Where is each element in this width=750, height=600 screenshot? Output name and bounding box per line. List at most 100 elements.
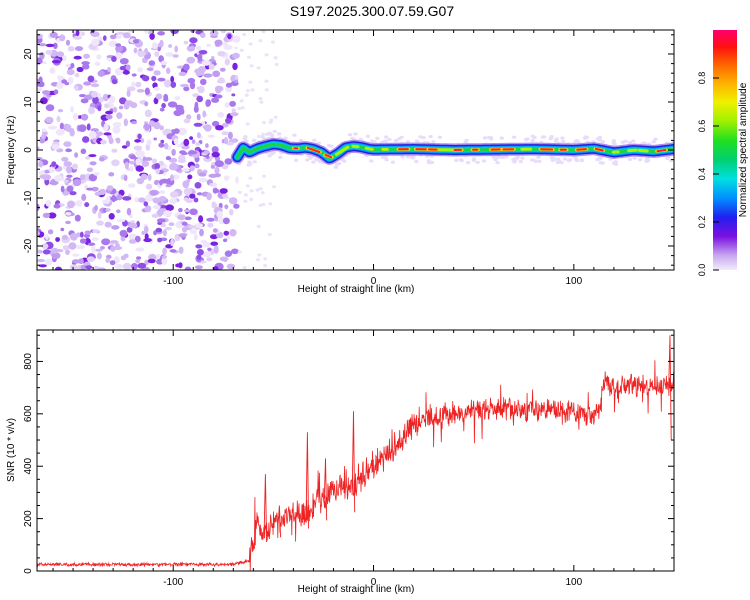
noise-blob <box>258 96 263 101</box>
noise-blob <box>42 249 51 255</box>
noise-blob <box>159 179 163 186</box>
noise-blob <box>38 43 47 47</box>
noise-blob <box>194 163 200 169</box>
noise-blob <box>129 220 136 224</box>
track-halo <box>437 135 443 139</box>
noise-blob <box>137 50 146 57</box>
track-halo <box>414 139 420 143</box>
track-halo <box>600 140 606 144</box>
colorbar-gradient <box>713 30 737 270</box>
track-halo <box>512 135 517 139</box>
noise-blob <box>189 37 198 44</box>
noise-blob <box>106 254 112 259</box>
noise-blob <box>122 262 132 270</box>
noise-blob <box>55 128 65 136</box>
noise-blob <box>206 43 212 47</box>
noise-blob <box>41 134 46 140</box>
noise-blob <box>261 30 266 34</box>
noise-blob <box>73 55 82 60</box>
noise-blob <box>144 225 149 234</box>
noise-blob <box>97 267 106 270</box>
noise-blob <box>103 35 107 41</box>
track-halo <box>298 138 304 143</box>
noise-blob <box>186 56 196 64</box>
noise-blob <box>146 139 152 146</box>
noise-blob <box>126 102 133 107</box>
noise-blob <box>219 256 229 262</box>
noise-blob <box>189 81 196 90</box>
noise-blob <box>237 250 242 254</box>
track-halo <box>353 132 358 136</box>
snr-spike <box>305 432 310 529</box>
track-halo <box>642 141 647 145</box>
noise-blob <box>137 67 143 73</box>
noise-blob <box>244 93 249 97</box>
noise-blob <box>99 188 106 196</box>
noise-blob <box>218 217 225 225</box>
noise-blob <box>237 106 242 111</box>
noise-blob <box>145 194 154 202</box>
noise-blob <box>135 247 145 252</box>
noise-blob <box>42 174 52 181</box>
noise-blob <box>135 158 141 166</box>
noise-blob <box>132 39 140 44</box>
noise-blob <box>53 89 59 95</box>
noise-blob <box>186 114 192 120</box>
noise-blob <box>224 158 233 165</box>
noise-blob <box>96 220 104 226</box>
noise-blob <box>135 165 144 172</box>
noise-blob <box>76 200 83 207</box>
noise-blob <box>166 67 171 75</box>
noise-blob <box>100 139 107 145</box>
noise-blob <box>100 246 105 250</box>
noise-blob <box>116 219 126 223</box>
noise-blob <box>91 237 99 241</box>
noise-blob <box>51 60 61 64</box>
track-halo <box>414 159 419 164</box>
track-halo <box>272 129 277 133</box>
noise-blob <box>224 102 230 108</box>
noise-blob <box>172 54 179 58</box>
noise-blob <box>79 174 86 181</box>
noise-blob <box>195 142 201 146</box>
noise-blob <box>135 150 144 157</box>
noise-blob <box>225 235 231 240</box>
noise-blob <box>184 216 192 221</box>
noise-blob <box>214 160 224 168</box>
noise-blob <box>89 161 97 166</box>
noise-blob <box>49 67 56 74</box>
noise-blob <box>49 31 58 38</box>
noise-blob <box>183 138 190 147</box>
y-tick-label: 20 <box>23 48 34 60</box>
snr-spike <box>323 458 328 521</box>
noise-blob <box>135 81 142 88</box>
noise-blob <box>203 150 210 155</box>
noise-blob <box>194 265 203 270</box>
noise-blob <box>198 172 207 177</box>
noise-blob <box>213 202 218 208</box>
noise-blob <box>263 264 268 268</box>
noise-blob <box>227 33 232 40</box>
noise-blob <box>196 113 201 121</box>
noise-blob <box>231 248 239 255</box>
noise-blob <box>199 228 204 237</box>
noise-blob <box>189 208 198 216</box>
noise-blob <box>111 79 118 85</box>
noise-blob <box>148 120 155 127</box>
noise-blob <box>59 34 66 42</box>
noise-blob <box>264 53 269 57</box>
noise-blob <box>167 101 178 108</box>
noise-blob <box>225 82 233 88</box>
track-halo <box>549 135 554 139</box>
noise-blob <box>69 233 78 241</box>
noise-blob <box>37 87 43 92</box>
noise-blob <box>74 85 79 91</box>
noise-blob <box>235 176 239 184</box>
noise-blob <box>112 122 122 128</box>
noise-blob <box>178 262 183 269</box>
noise-blob <box>114 67 123 76</box>
track-halo <box>566 159 572 163</box>
noise-blob <box>200 78 207 86</box>
noise-blob <box>116 209 121 214</box>
y-tick-label: 10 <box>23 96 34 108</box>
